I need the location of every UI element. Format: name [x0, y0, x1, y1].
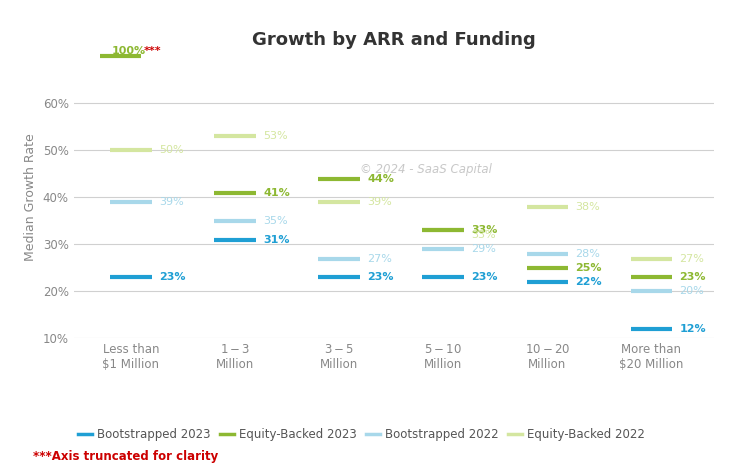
Text: 53%: 53%	[263, 131, 288, 141]
Text: 23%: 23%	[367, 272, 394, 282]
Text: ***: ***	[144, 47, 161, 56]
Text: 12%: 12%	[679, 324, 706, 334]
Text: 25%: 25%	[576, 263, 602, 273]
Text: 33%: 33%	[471, 230, 496, 240]
Text: 41%: 41%	[263, 188, 290, 198]
Text: 38%: 38%	[576, 202, 600, 212]
Text: 22%: 22%	[576, 277, 602, 287]
Text: © 2024 - SaaS Capital: © 2024 - SaaS Capital	[360, 163, 492, 176]
Text: 27%: 27%	[679, 253, 704, 264]
Text: 35%: 35%	[263, 216, 288, 226]
Text: 23%: 23%	[159, 272, 185, 282]
Text: 44%: 44%	[367, 173, 394, 184]
Text: 20%: 20%	[679, 286, 704, 297]
Legend: Bootstrapped 2023, Equity-Backed 2023, Bootstrapped 2022, Equity-Backed 2022: Bootstrapped 2023, Equity-Backed 2023, B…	[73, 423, 649, 446]
Text: ***Axis truncated for clarity: ***Axis truncated for clarity	[33, 450, 219, 463]
Text: 100%: 100%	[112, 47, 146, 56]
Text: 33%: 33%	[471, 225, 498, 235]
Text: 39%: 39%	[367, 197, 392, 207]
Text: 39%: 39%	[159, 197, 184, 207]
Text: 50%: 50%	[159, 145, 183, 156]
Text: 28%: 28%	[576, 249, 601, 259]
Text: 23%: 23%	[679, 272, 706, 282]
Text: 31%: 31%	[263, 235, 289, 245]
Y-axis label: Median Growth Rate: Median Growth Rate	[24, 133, 38, 261]
Text: 29%: 29%	[471, 244, 496, 254]
Text: 27%: 27%	[367, 253, 392, 264]
Title: Growth by ARR and Funding: Growth by ARR and Funding	[252, 31, 536, 49]
Text: 23%: 23%	[471, 272, 498, 282]
